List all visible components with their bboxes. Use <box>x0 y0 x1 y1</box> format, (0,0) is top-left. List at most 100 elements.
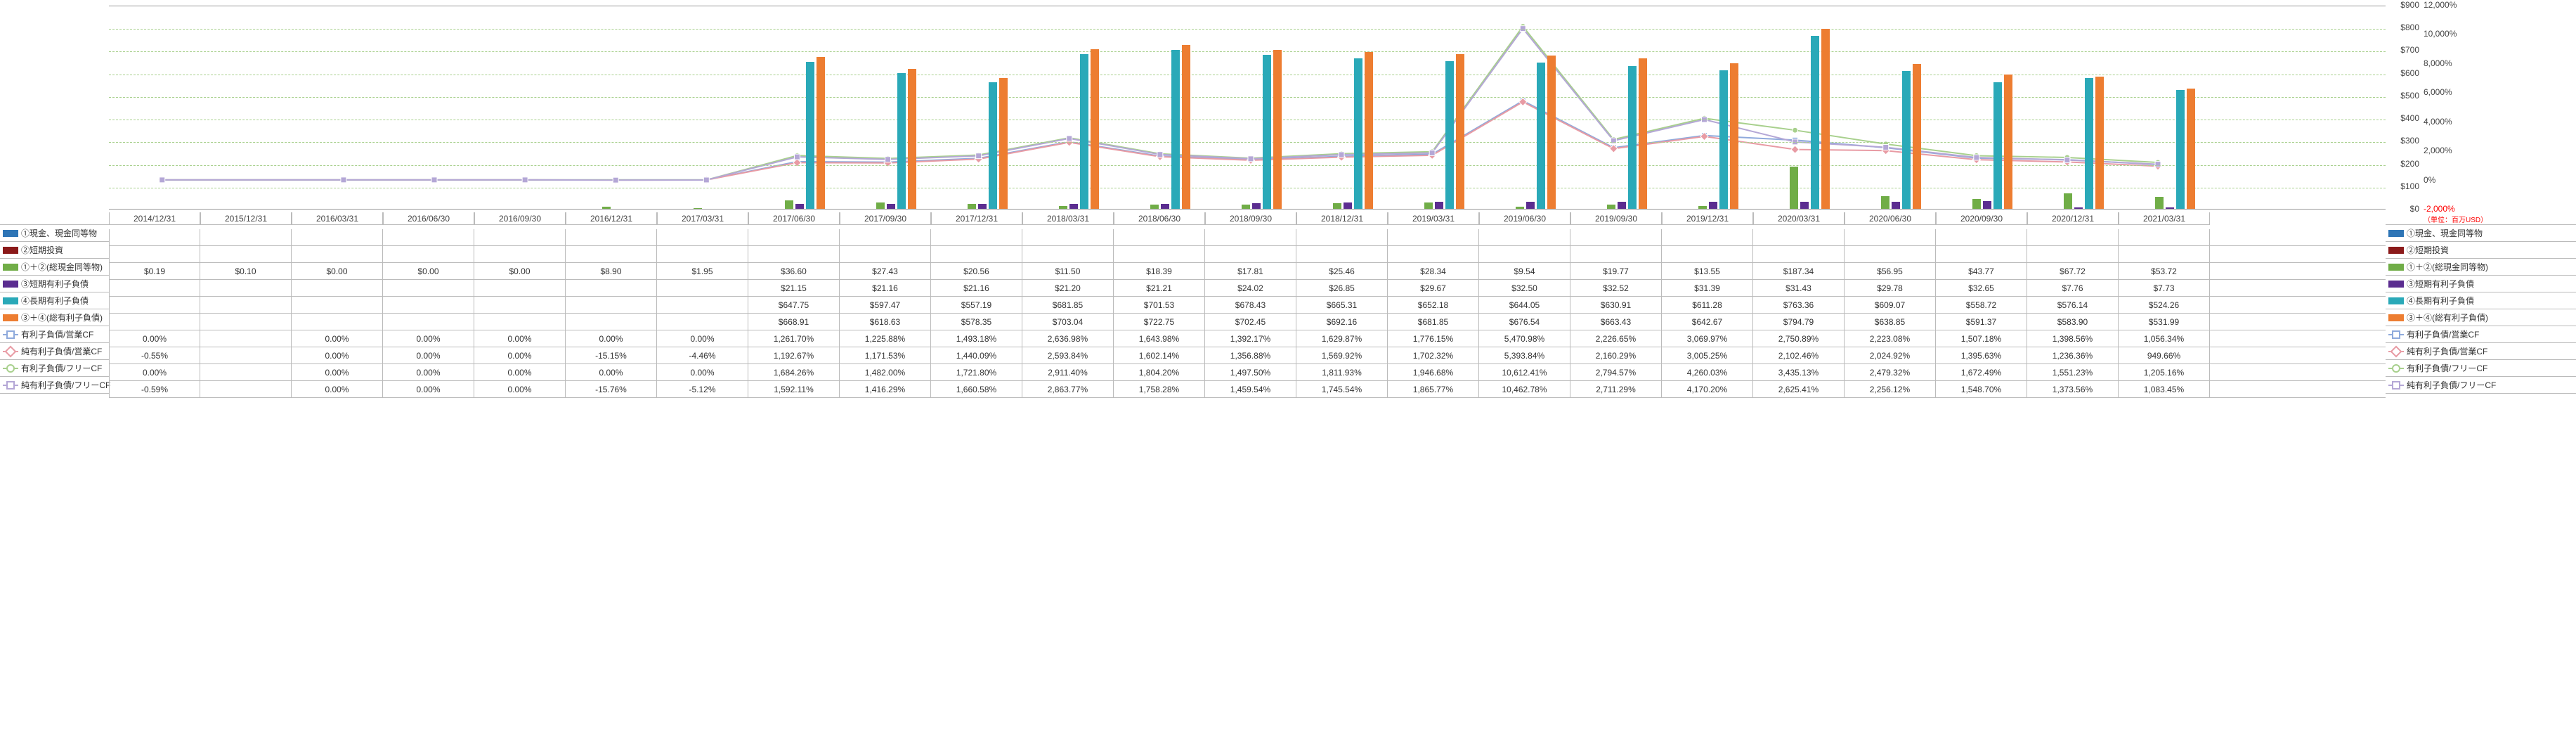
legend-label: 有利子負債/フリーCF <box>21 362 102 374</box>
table-cell <box>2027 246 2119 262</box>
x-tick-label: 2017/06/30 <box>748 212 840 225</box>
table-cell: -4.46% <box>657 347 748 363</box>
legend-item: ①現金、現金同等物 <box>0 225 109 242</box>
table-row: 0.00%0.00%0.00%0.00%0.00%0.00%1,261.70%1… <box>109 330 2386 347</box>
x-tick-label: 2016/03/31 <box>292 212 383 225</box>
table-cell <box>1570 246 1662 262</box>
table-cell: 1,192.67% <box>748 347 840 363</box>
table-cell: 0.00% <box>657 330 748 347</box>
legend-swatch <box>3 247 18 254</box>
bar-s6 <box>1639 58 1647 209</box>
table-cell: 2,102.46% <box>1753 347 1845 363</box>
table-cell: $7.73 <box>2119 280 2210 296</box>
table-cell: -0.59% <box>109 381 200 397</box>
table-cell: $524.26 <box>2119 297 2210 313</box>
table-cell: $17.81 <box>1205 263 1296 279</box>
table-cell: 1,702.32% <box>1388 347 1479 363</box>
legend-item: 有利子負債/営業CF <box>0 326 109 343</box>
legend-label: ③短期有利子負債 <box>21 278 89 290</box>
table-cell <box>383 280 474 296</box>
table-cell: 1,602.14% <box>1114 347 1205 363</box>
grid-line <box>109 165 2386 166</box>
table-cell: 1,946.68% <box>1388 364 1479 380</box>
bar-s6 <box>1365 52 1373 209</box>
legend-swatch <box>2388 351 2404 352</box>
table-row: $0.19$0.10$0.00$0.00$0.00$8.90$1.95$36.6… <box>109 263 2386 280</box>
bar-s6 <box>2187 89 2195 209</box>
table-cell: $630.91 <box>1570 297 1662 313</box>
table-cell: 0.00% <box>657 364 748 380</box>
table-cell: 1,205.16% <box>2119 364 2210 380</box>
legend-item: ①＋②(総現金同等物) <box>0 259 109 276</box>
bar-s3 <box>1424 202 1433 209</box>
table-cell: 3,435.13% <box>1753 364 1845 380</box>
table-cell: $665.31 <box>1296 297 1388 313</box>
x-tick-label: 2016/12/31 <box>566 212 657 225</box>
bar-s4 <box>1892 202 1900 209</box>
legend-swatch <box>2388 368 2404 369</box>
bar-s3 <box>694 208 702 209</box>
marker-l2 <box>1791 146 1799 153</box>
x-tick-label: 2018/06/30 <box>1114 212 1205 225</box>
table-cell: 0.00% <box>383 381 474 397</box>
table-cell: $609.07 <box>1845 297 1936 313</box>
legend-swatch <box>3 281 18 288</box>
table-cell <box>292 246 383 262</box>
x-tick-label: 2017/03/31 <box>657 212 748 225</box>
legend-item: ②短期投資 <box>0 242 109 259</box>
table-cell: $0.00 <box>292 263 383 279</box>
table-cell: 10,612.41% <box>1479 364 1570 380</box>
bar-s3 <box>1516 207 1524 209</box>
table-cell <box>292 297 383 313</box>
bar-s4 <box>1526 202 1535 209</box>
marker-l4 <box>1883 144 1889 150</box>
table-cell: 0.00% <box>474 381 566 397</box>
legend-item: 純有利子負債/営業CF <box>0 343 109 360</box>
x-tick-label: 2017/09/30 <box>840 212 931 225</box>
table-cell: $681.85 <box>1022 297 1114 313</box>
marker-l4 <box>885 157 891 162</box>
table-cell <box>1479 246 1570 262</box>
bar-s5 <box>1537 63 1545 209</box>
legend-swatch <box>3 351 18 352</box>
x-tick-label: 2019/06/30 <box>1479 212 1570 225</box>
table-row <box>109 229 2386 246</box>
legend-label: ④長期有利子負債 <box>21 295 89 307</box>
x-tick-label: 2019/12/31 <box>1662 212 1753 225</box>
table-cell: 0.00% <box>292 347 383 363</box>
line-layer <box>109 6 2386 209</box>
table-cell: 3,005.25% <box>1662 347 1753 363</box>
legend-swatch <box>3 230 18 237</box>
line-l2 <box>162 102 2158 180</box>
bar-s5 <box>1171 50 1180 209</box>
legend-label: 純有利子負債/営業CF <box>2407 345 2487 357</box>
bar-s6 <box>1182 45 1190 209</box>
table-cell <box>200 297 292 313</box>
legend-item: ①＋②(総現金同等物) <box>2386 259 2576 276</box>
legend-item: ③短期有利子負債 <box>2386 276 2576 292</box>
bar-s4 <box>1709 202 1717 209</box>
table-cell: 0.00% <box>474 330 566 347</box>
table-cell: $18.39 <box>1114 263 1205 279</box>
grid-line <box>109 97 2386 98</box>
marker-l3 <box>1793 127 1798 133</box>
legend-label: ②短期投資 <box>2407 244 2449 256</box>
legend-item: ①現金、現金同等物 <box>2386 225 2576 242</box>
table-cell <box>566 314 657 330</box>
table-cell: $597.47 <box>840 297 931 313</box>
bar-s5 <box>2176 90 2185 209</box>
bar-s3 <box>1972 199 1981 209</box>
table-cell <box>1205 246 1296 262</box>
table-cell: 2,226.65% <box>1570 330 1662 347</box>
table-cell: 2,593.84% <box>1022 347 1114 363</box>
table-cell <box>109 229 200 245</box>
bar-s4 <box>795 204 804 209</box>
table-cell: 2,160.29% <box>1570 347 1662 363</box>
table-cell <box>1022 246 1114 262</box>
y2-tick-label: 2,000% <box>2424 146 2473 155</box>
x-tick-label: 2016/09/30 <box>474 212 566 225</box>
table-cell: -15.15% <box>566 347 657 363</box>
table-cell: $56.95 <box>1845 263 1936 279</box>
bar-s5 <box>1263 55 1271 209</box>
x-tick-label: 2017/12/31 <box>931 212 1022 225</box>
